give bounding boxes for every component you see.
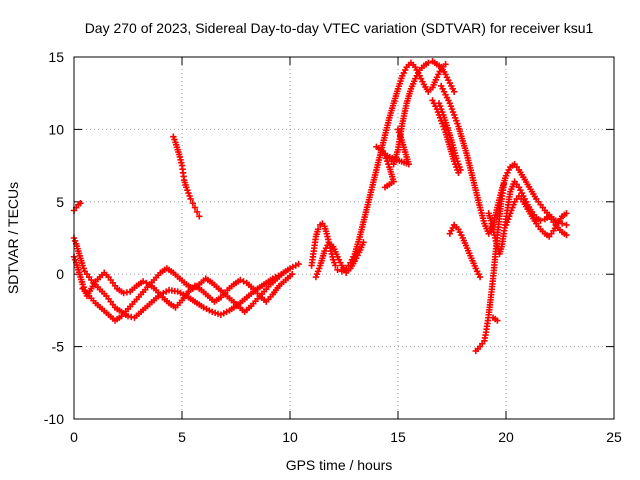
- data-point-track-f: [332, 262, 339, 269]
- y-tick-label: 0: [56, 266, 64, 282]
- data-point-track-e: [189, 200, 196, 207]
- data-point-track-e: [193, 208, 201, 216]
- data-point-track-c: [288, 271, 296, 278]
- data-point-track-b: [295, 260, 302, 268]
- data-point-track-c: [240, 278, 247, 285]
- data-point-track-f: [334, 266, 341, 274]
- data-point-track-f: [442, 61, 449, 68]
- data-point-track-e: [187, 195, 194, 203]
- plot-frame: [73, 56, 615, 420]
- data-point-track-a: [77, 200, 84, 207]
- data-point-track-h: [381, 184, 389, 191]
- x-tick-label: 20: [498, 429, 514, 445]
- y-axis-label: SDTVAR / TECUs: [5, 182, 21, 294]
- grid: [74, 57, 614, 419]
- y-tick-label: -10: [44, 411, 64, 427]
- data-point-track-g: [425, 59, 432, 66]
- data-point-track-d: [280, 269, 287, 276]
- x-tick-label: 5: [178, 429, 186, 445]
- data-point-track-g: [360, 239, 367, 246]
- x-axis-label: GPS time / hours: [286, 457, 393, 473]
- data-point-track-l: [500, 181, 508, 188]
- data-point-track-c: [139, 278, 147, 285]
- data-point-track-j: [563, 221, 570, 229]
- data-point-track-i: [457, 166, 464, 174]
- data-point-track-c: [237, 276, 244, 284]
- data-point-track-l: [494, 317, 501, 324]
- data-point-track-f: [314, 226, 322, 233]
- y-tick-label: 10: [48, 121, 64, 137]
- data-point-track-e: [191, 204, 199, 211]
- data-point-track-m: [537, 217, 544, 224]
- y-tick-label: 15: [48, 49, 64, 65]
- y-tick-label: 5: [56, 194, 64, 210]
- data-point-track-e: [196, 213, 203, 220]
- x-tick-label: 0: [70, 429, 78, 445]
- data-points: [70, 58, 570, 355]
- chart-title: Day 270 of 2023, Sidereal Day-to-day VTE…: [85, 20, 594, 36]
- data-point-track-c: [143, 279, 150, 287]
- x-tick-label: 10: [282, 429, 298, 445]
- data-point-track-g: [450, 88, 458, 95]
- x-tick-label: 25: [606, 429, 622, 445]
- data-point-track-n: [563, 210, 570, 217]
- x-tick-label: 15: [390, 429, 406, 445]
- data-point-track-k: [476, 273, 484, 281]
- y-tick-label: -5: [52, 339, 65, 355]
- data-point-track-m: [563, 231, 570, 239]
